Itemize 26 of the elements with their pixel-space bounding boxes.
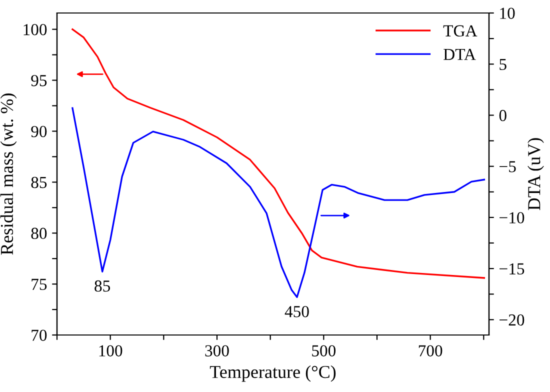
y-tick-label: 100 — [24, 24, 47, 36]
annotation: 450 — [284, 306, 309, 318]
y2-tick-label: 0 — [499, 110, 506, 122]
x-tick-label: 500 — [312, 345, 336, 356]
x-axis-title: Temperature (°C) — [210, 365, 336, 382]
y2-tick-label: 5 — [500, 58, 506, 70]
legend-label: TGA — [443, 25, 478, 36]
y2-tick-label: −10 — [500, 212, 524, 224]
x-tick-label: 300 — [205, 345, 229, 356]
x-tick-label: 700 — [418, 345, 442, 356]
annotation: 85 — [94, 280, 110, 292]
y2-axis-title: DTA (uV) — [528, 138, 544, 210]
y-tick-label: 80 — [31, 228, 47, 240]
legend-label: DTA — [444, 48, 476, 60]
y-tick-label: 90 — [31, 126, 47, 138]
y2-tick-label: −5 — [500, 161, 516, 172]
y-axis-title: Residual mass (wt. %) — [0, 94, 17, 255]
y-tick-label: 75 — [32, 278, 47, 290]
y2-tick-label: −15 — [500, 263, 524, 274]
y-tick-label: 85 — [31, 176, 47, 188]
x-tick-label: 100 — [99, 345, 122, 356]
y2-tick-label: −20 — [500, 314, 524, 326]
y-tick-label: 70 — [32, 330, 47, 341]
y2-tick-label: 10 — [500, 8, 515, 19]
line-series — [72, 107, 486, 298]
y-tick-label: 95 — [31, 75, 47, 86]
